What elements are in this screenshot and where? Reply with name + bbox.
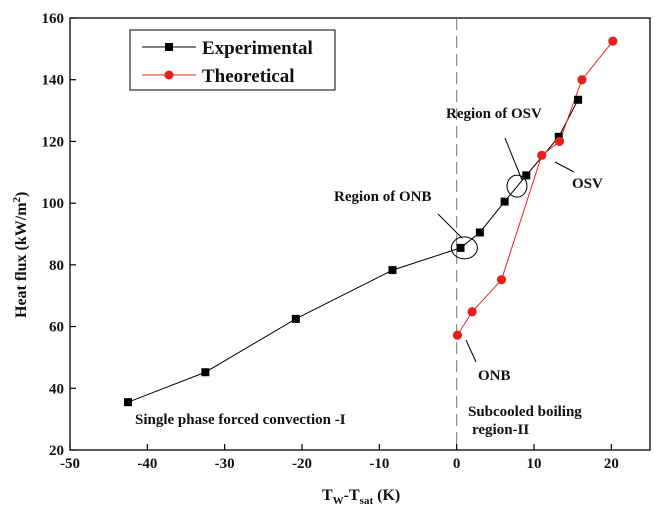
x-tick-label: 20 (604, 456, 619, 472)
region-2-label-line2: region-II (472, 422, 529, 438)
y-tick-label: 40 (49, 381, 64, 397)
legend-label-theoretical: Theoretical (202, 66, 295, 87)
x-tick-label: -10 (369, 456, 389, 472)
data-point-experimental (475, 228, 484, 237)
legend-label-experimental: Experimental (202, 38, 313, 59)
data-point-experimental (124, 398, 132, 407)
axis-ticks: -50 -40 -30 -20 -10 0 10 20 20 40 60 80 100 120 140 160 (42, 11, 619, 472)
y-tick-label: 140 (42, 73, 65, 89)
region-onb-label: Region of ONB (334, 189, 432, 205)
data-point-experimental (388, 266, 397, 275)
plot-frame (69, 17, 651, 451)
onb-region-ellipse (450, 236, 478, 260)
data-point-experimental (500, 197, 509, 206)
osv-label: OSV (572, 176, 603, 192)
y-tick-label: 60 (49, 320, 64, 336)
x-tick-label: -40 (137, 456, 157, 472)
data-point-experimental (574, 95, 583, 104)
onb-pointer (465, 339, 477, 363)
region-osv-label: Region of OSV (446, 106, 542, 122)
region-1-label: Single phase forced convection -I (135, 412, 346, 428)
x-tick-label: 10 (527, 456, 542, 472)
osv-region-ellipse (506, 174, 528, 198)
x-axis-title: TW-Tsat (K) (322, 487, 400, 506)
onb-label: ONB (478, 368, 511, 384)
data-point-theoretical (554, 136, 565, 147)
x-tick-label: -20 (292, 456, 312, 472)
y-axis-title: Heat flux (kW/m2) (11, 192, 30, 318)
legend-box (129, 29, 336, 91)
x-tick-label: -30 (215, 456, 235, 472)
x-tick-label: -50 (60, 456, 80, 472)
y-tick-label: 100 (42, 196, 65, 212)
data-point-theoretical (608, 36, 618, 46)
data-point-experimental (291, 314, 300, 323)
legend: Experimental Theoretical (129, 29, 336, 91)
data-point-experimental (522, 171, 531, 180)
region-2-label-line1: Subcooled boiling (468, 404, 582, 420)
data-point-theoretical (496, 275, 507, 285)
data-point-theoretical (537, 150, 547, 160)
y-tick-label: 120 (42, 134, 65, 150)
y-tick-label: 80 (49, 258, 64, 274)
data-point-theoretical (452, 330, 463, 340)
onb-region-pointer (437, 213, 463, 239)
series-layer (124, 36, 618, 407)
data-point-experimental (456, 243, 465, 252)
y-tick-label: 160 (42, 11, 65, 27)
legend-marker-experimental (165, 43, 173, 51)
data-point-experimental (554, 132, 563, 141)
data-point-theoretical (467, 307, 477, 317)
legend-marker-theoretical (164, 70, 174, 80)
data-point-theoretical (577, 75, 587, 85)
data-point-experimental (201, 368, 210, 377)
osv-region-pointer (504, 137, 523, 181)
y-tick-label: 20 (49, 443, 64, 459)
x-tick-label: 0 (453, 456, 461, 472)
osv-pointer (554, 161, 575, 173)
